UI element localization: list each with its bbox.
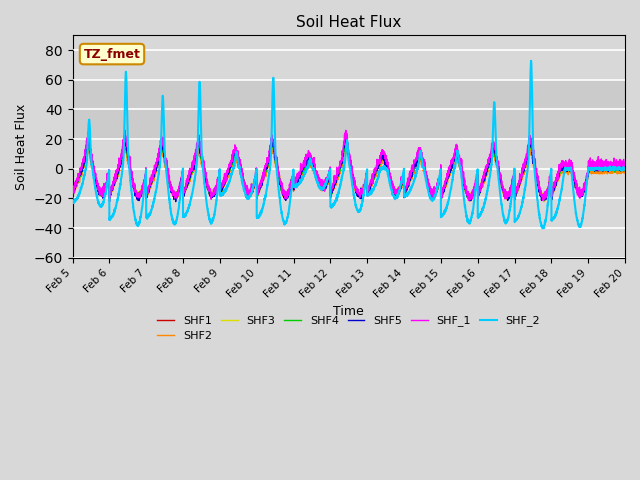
SHF_2 (569, 182, 577, 188)
SHF2 (68, 191, 76, 197)
SHF_1 (187, 167, 195, 172)
SHF2 (540, 198, 548, 204)
SHF5 (621, 165, 628, 170)
SHF_2 (187, 196, 195, 202)
SHF1 (621, 165, 629, 170)
SHF1 (342, 138, 349, 144)
SHF3 (68, 189, 76, 194)
SHF5 (68, 192, 76, 197)
SHF_1 (569, 169, 577, 175)
SHF4 (467, 198, 474, 204)
Line: SHF5: SHF5 (72, 137, 625, 202)
SHF3 (342, 138, 349, 144)
SHF_2 (403, 193, 410, 199)
SHF1 (187, 172, 195, 178)
Line: SHF1: SHF1 (72, 141, 625, 201)
SHF1 (621, 165, 628, 171)
SHF3 (403, 184, 410, 190)
SHF3 (466, 195, 474, 201)
SHF_1 (413, 158, 420, 164)
Line: SHF3: SHF3 (72, 141, 625, 198)
SHF3 (223, 170, 230, 176)
Line: SHF_1: SHF_1 (72, 130, 625, 201)
SHF_1 (621, 162, 629, 168)
SHF_2 (527, 58, 535, 64)
Y-axis label: Soil Heat Flux: Soil Heat Flux (15, 103, 28, 190)
SHF4 (621, 165, 629, 171)
SHF1 (403, 186, 410, 192)
SHF_1 (621, 163, 628, 168)
Line: SHF4: SHF4 (72, 139, 625, 201)
SHF2 (223, 178, 230, 183)
SHF3 (621, 165, 628, 171)
SHF2 (413, 162, 420, 168)
SHF3 (621, 165, 629, 170)
SHF5 (342, 134, 349, 140)
SHF1 (569, 171, 577, 177)
Legend: SHF1, SHF2, SHF3, SHF4, SHF5, SHF_1, SHF_2: SHF1, SHF2, SHF3, SHF4, SHF5, SHF_1, SHF… (153, 311, 545, 346)
SHF5 (621, 162, 629, 168)
SHF2 (187, 174, 195, 180)
SHF_2 (621, 166, 629, 172)
SHF_2 (621, 165, 628, 171)
SHF_2 (223, 185, 230, 191)
SHF2 (403, 187, 410, 192)
SHF3 (569, 168, 577, 173)
SHF1 (467, 198, 475, 204)
SHF5 (172, 199, 180, 204)
SHF_1 (223, 172, 231, 178)
SHF1 (68, 189, 76, 195)
SHF4 (342, 136, 350, 142)
SHF4 (403, 184, 410, 190)
SHF4 (187, 172, 195, 178)
SHF4 (413, 160, 420, 166)
Bar (72, 80, 625, 139)
SHF_1 (68, 191, 76, 196)
SHF4 (569, 169, 577, 175)
SHF4 (621, 166, 628, 171)
SHF_1 (121, 127, 129, 133)
SHF_2 (412, 170, 420, 176)
Line: SHF2: SHF2 (72, 146, 625, 201)
SHF_1 (403, 185, 410, 191)
SHF1 (413, 159, 420, 165)
SHF3 (413, 159, 420, 165)
SHF3 (187, 168, 195, 174)
Title: Soil Heat Flux: Soil Heat Flux (296, 15, 401, 30)
SHF2 (621, 168, 629, 173)
SHF4 (68, 192, 76, 197)
SHF2 (621, 169, 628, 175)
SHF_2 (540, 226, 547, 231)
SHF_1 (465, 198, 472, 204)
X-axis label: Time: Time (333, 305, 364, 318)
SHF1 (223, 172, 230, 178)
SHF_2 (68, 199, 76, 205)
Line: SHF_2: SHF_2 (72, 61, 625, 228)
SHF5 (187, 167, 195, 173)
SHF5 (403, 183, 411, 189)
SHF5 (569, 172, 577, 178)
SHF5 (413, 157, 420, 163)
SHF5 (223, 172, 231, 178)
SHF2 (342, 143, 349, 149)
SHF2 (569, 172, 577, 178)
SHF4 (223, 172, 230, 178)
Text: TZ_fmet: TZ_fmet (84, 48, 140, 60)
